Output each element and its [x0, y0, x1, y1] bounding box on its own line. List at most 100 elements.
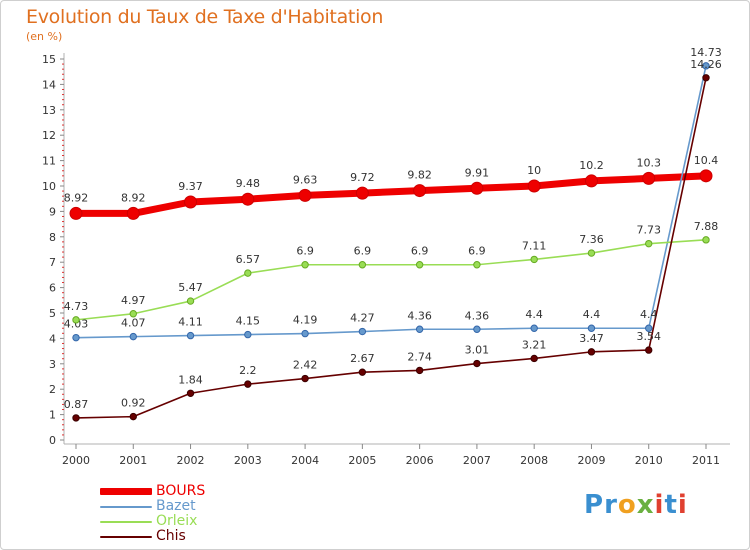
data-label-orleix: 6.9: [296, 245, 314, 258]
data-point-chis: [72, 414, 80, 422]
data-point-orleix: [645, 239, 653, 248]
data-label-chis: 2.2: [239, 364, 257, 377]
data-label-bazet: 4.07: [121, 317, 146, 330]
data-label-bazet: 4.36: [465, 309, 490, 322]
y-tick-label: 7: [49, 256, 56, 269]
data-point-orleix: [473, 261, 481, 269]
data-label-bazet: 4.4: [583, 308, 601, 321]
data-point-orleix: [301, 261, 309, 269]
data-point-bours: [69, 206, 83, 220]
legend-swatch: [100, 520, 152, 523]
data-label-bazet: 4.11: [178, 316, 203, 329]
x-tick-label: 2010: [635, 454, 663, 467]
data-point-bazet: [129, 332, 137, 341]
x-tick-label: 2004: [291, 454, 319, 467]
data-label-orleix: 6.57: [236, 253, 261, 266]
data-point-bazet: [645, 324, 653, 332]
data-point-bazet: [358, 327, 367, 336]
data-point-orleix: [358, 261, 367, 269]
legend-swatch: [100, 535, 152, 538]
y-tick-label: 11: [42, 155, 56, 168]
data-label-bours: 10.2: [579, 159, 604, 172]
y-tick-label: 5: [49, 307, 56, 320]
data-point-bazet: [186, 331, 195, 340]
chart-legend: BOURS Bazet Orleix Chis: [100, 484, 205, 544]
y-tick-label: 12: [42, 129, 56, 142]
data-point-bazet: [473, 325, 481, 333]
data-label-chis: 0.87: [64, 398, 89, 411]
data-label-orleix: 7.88: [694, 220, 719, 233]
proxiti-logo: Proxiti: [584, 490, 688, 520]
x-tick-label: 2000: [62, 454, 90, 467]
logo-letter: i: [677, 490, 688, 520]
data-label-orleix: 6.9: [468, 245, 486, 258]
data-label-chis: 1.84: [178, 373, 203, 386]
data-point-bours: [642, 171, 656, 185]
data-label-bours: 10: [527, 164, 541, 177]
series-line-orleix: [75, 239, 707, 321]
data-point-chis: [129, 412, 137, 421]
legend-label: Orleix: [156, 513, 198, 529]
data-point-orleix: [530, 255, 538, 264]
data-point-orleix: [587, 249, 596, 257]
data-label-bours: 8.92: [64, 191, 89, 204]
data-point-bours: [699, 169, 713, 183]
legend-label: Chis: [156, 528, 186, 544]
logo-letter: o: [617, 490, 637, 520]
data-point-bours: [470, 181, 484, 195]
data-label-bazet: 4.4: [525, 308, 543, 321]
data-point-orleix: [415, 261, 424, 269]
data-label-orleix: 7.11: [522, 239, 547, 252]
legend-item-orleix: Orleix: [100, 514, 205, 529]
legend-item-bazet: Bazet: [100, 499, 205, 514]
chart-title: Evolution du Taux de Taxe d'Habitation: [26, 6, 384, 28]
data-label-bours: 10.4: [694, 154, 719, 167]
data-label-bours: 10.3: [636, 156, 661, 169]
data-point-bazet: [702, 62, 710, 70]
data-point-chis: [244, 380, 252, 388]
y-tick-label: 8: [49, 231, 56, 244]
legend-item-bours: BOURS: [100, 484, 205, 499]
data-label-bours: 9.82: [407, 169, 432, 182]
data-label-bours: 9.37: [178, 180, 203, 193]
data-label-bazet: 4.27: [350, 312, 375, 325]
legend-label: BOURS: [156, 483, 206, 499]
data-label-chis: 0.92: [121, 397, 146, 410]
data-point-chis: [415, 366, 424, 375]
data-label-bazet: 4.36: [407, 309, 432, 322]
data-point-orleix: [702, 236, 710, 244]
data-label-chis: 2.74: [407, 350, 432, 363]
data-point-bazet: [72, 333, 80, 342]
y-tick-label: 4: [49, 332, 56, 345]
data-point-chis: [186, 389, 195, 397]
data-label-bazet: 4.19: [293, 314, 318, 327]
y-tick-label: 9: [49, 205, 56, 218]
x-tick-label: 2009: [577, 454, 605, 467]
legend-label: Bazet: [156, 498, 196, 514]
series-line-bazet: [75, 65, 707, 339]
data-point-orleix: [186, 297, 195, 305]
data-point-orleix: [72, 316, 80, 324]
logo-letter: P: [584, 490, 605, 520]
data-point-bazet: [530, 324, 538, 332]
data-label-bours: 9.91: [465, 166, 490, 179]
series-line-bours: [72, 172, 710, 217]
data-point-bours: [527, 179, 541, 193]
data-label-bazet: 4.15: [236, 315, 261, 328]
x-tick-label: 2002: [177, 454, 205, 467]
x-tick-label: 2011: [692, 454, 720, 467]
data-point-bours: [413, 184, 427, 198]
data-label-orleix: 7.73: [636, 224, 661, 237]
logo-letter: x: [636, 490, 655, 520]
data-point-chis: [702, 74, 710, 82]
data-point-orleix: [244, 269, 252, 277]
data-point-bazet: [244, 330, 252, 339]
data-point-bours: [126, 206, 140, 220]
x-tick-label: 2003: [234, 454, 262, 467]
chart-subtitle: (en %): [26, 30, 63, 43]
y-tick-label: 14: [42, 78, 56, 91]
x-tick-label: 2005: [348, 454, 376, 467]
logo-letter: i: [654, 490, 665, 520]
